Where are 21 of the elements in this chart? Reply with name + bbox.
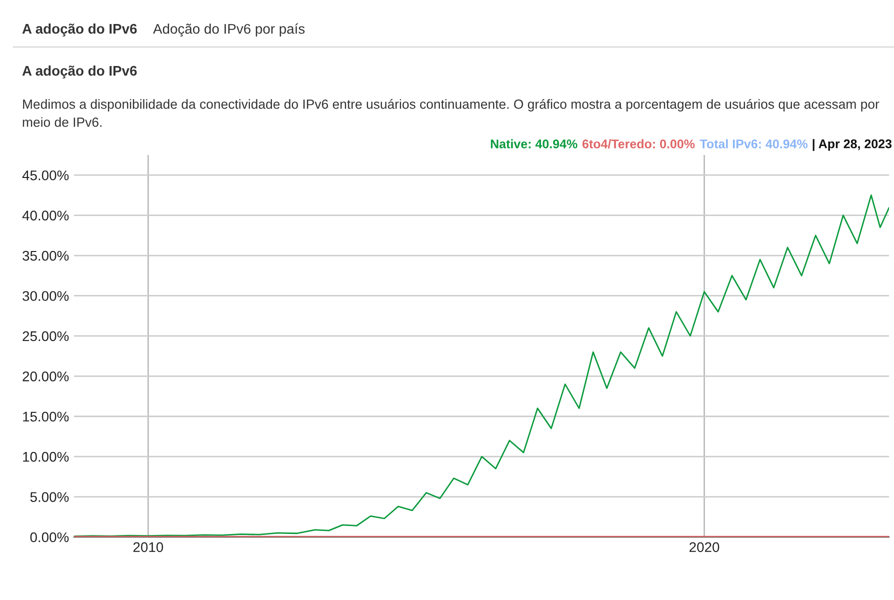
y-tick-label: 15.00%: [23, 412, 69, 422]
line-series: [74, 194, 889, 537]
x-tick-label: 2010: [133, 542, 164, 552]
y-tick-label: 20.00%: [22, 371, 69, 382]
text: 6to4/Teredo: 0.00%: [582, 139, 695, 148]
y-tick-label: 0.00%: [30, 532, 69, 542]
x-tick-label: 2020: [690, 542, 720, 552]
chart-title: A adoção do IPv6: [22, 66, 137, 78]
chart-subtitle: Medimos a disponibilidade da conectividade do IPv6 entre usuários continuamente. O gráfico mostra a porcentagem de usuários que acessam por meio de IPv6.: [22, 99, 880, 127]
y-tick-label: 30.00%: [22, 291, 69, 301]
y-tick-label: 10.00%: [23, 452, 69, 462]
y-tick-label: 45.00%: [22, 170, 69, 180]
text: Total IPv6: 40.94%: [700, 139, 808, 148]
y-tick-label: 40.00%: [22, 210, 69, 220]
text: Native: 40.94%: [490, 139, 578, 148]
y-tick-label: 5.00%: [30, 492, 69, 502]
text: A adoção do IPv6: [22, 24, 137, 36]
y-tick-label: 25.00%: [22, 331, 69, 342]
text: Adoção do IPv6 por país: [153, 23, 305, 37]
text: | Apr 28, 2023: [812, 139, 892, 151]
y-tick-label: 35.00%: [22, 250, 69, 261]
